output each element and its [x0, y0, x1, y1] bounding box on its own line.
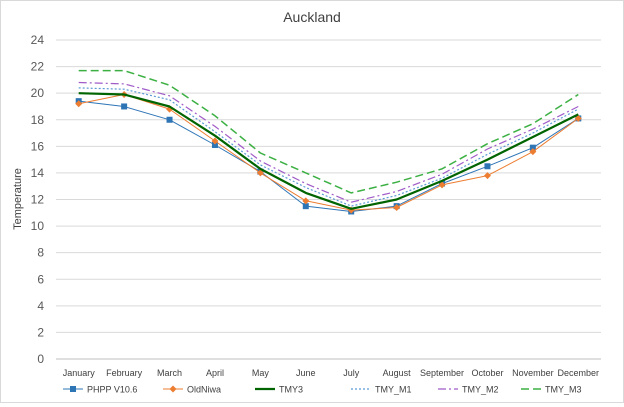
x-tick-label: August — [383, 368, 412, 378]
y-tick-label: 10 — [31, 219, 45, 233]
data-point — [574, 114, 582, 122]
legend: PHPP V10.6 OldNiwa TMY3 TMY_M1 TMY_M2 TMY_M3 — [63, 385, 582, 395]
data-point — [302, 203, 309, 210]
y-tick-label: 22 — [31, 60, 45, 74]
legend-marker — [169, 385, 177, 393]
y-tick-label: 6 — [37, 272, 44, 286]
series-tmy-m3 — [78, 69, 579, 194]
data-point — [166, 116, 173, 123]
series-line-tmy-m2 — [78, 81, 579, 203]
data-point — [302, 197, 310, 205]
data-point — [121, 103, 128, 110]
series-phpp-v10-6 — [75, 98, 582, 215]
x-tick-label: July — [343, 368, 360, 378]
legend-label: OldNiwa — [187, 385, 221, 395]
data-point — [256, 169, 264, 177]
series-tmy3 — [78, 92, 579, 210]
data-point — [529, 144, 536, 151]
legend-label: TMY_M1 — [375, 385, 412, 395]
legend-item: OldNiwa — [163, 385, 221, 395]
x-tick-label: June — [296, 368, 316, 378]
series-line-phpp-v10-6 — [78, 100, 579, 212]
x-tick-label: March — [157, 368, 182, 378]
series-oldniwa — [75, 90, 582, 214]
x-tick-label: October — [471, 368, 503, 378]
y-tick-label: 14 — [31, 166, 45, 180]
series-line-tmy3 — [78, 92, 579, 210]
y-tick-label: 12 — [31, 193, 45, 207]
y-tick-label: 0 — [37, 352, 44, 366]
legend-label: TMY_M3 — [545, 385, 582, 395]
series-layer — [75, 69, 582, 215]
x-tick-label: April — [206, 368, 224, 378]
legend-item: TMY3 — [255, 385, 303, 395]
data-point — [211, 142, 218, 149]
data-point — [393, 203, 401, 211]
y-tick-label: 24 — [31, 33, 45, 47]
legend-marker — [70, 386, 76, 392]
series-line-oldniwa — [78, 94, 579, 211]
y-tick-label: 2 — [37, 325, 44, 339]
data-point — [438, 181, 446, 189]
y-tick-label: 18 — [31, 113, 45, 127]
legend-item: TMY_M1 — [351, 385, 412, 395]
y-tick-label: 8 — [37, 246, 44, 260]
legend-item: TMY_M3 — [521, 385, 582, 395]
data-point — [484, 163, 491, 170]
series-line-tmy-m1 — [78, 87, 579, 207]
legend-item: PHPP V10.6 — [63, 385, 137, 395]
gridlines — [56, 39, 601, 360]
data-point — [483, 172, 491, 180]
series-line-tmy-m3 — [78, 69, 579, 194]
legend-item: TMY_M2 — [438, 385, 499, 395]
legend-label: TMY_M2 — [462, 385, 499, 395]
series-tmy-m2 — [78, 81, 579, 203]
x-tick-label: January — [63, 368, 96, 378]
x-tick-labels: January February March April May June July Augu… — [63, 368, 599, 378]
x-tick-label: December — [558, 368, 600, 378]
x-tick-label: November — [512, 368, 554, 378]
legend-label: TMY3 — [279, 385, 303, 395]
y-axis-label: Temperature — [12, 168, 24, 230]
chart-title: Auckland — [283, 9, 341, 25]
data-point — [529, 148, 537, 156]
series-tmy-m1 — [78, 87, 579, 207]
data-point — [75, 100, 83, 108]
y-tick-label: 4 — [37, 299, 44, 313]
x-tick-label: May — [252, 368, 270, 378]
legend-label: PHPP V10.6 — [87, 385, 137, 395]
data-point — [211, 137, 219, 145]
x-tick-label: February — [106, 368, 143, 378]
y-tick-label: 20 — [31, 86, 45, 100]
x-tick-label: September — [420, 368, 464, 378]
y-tick-label: 16 — [31, 139, 45, 153]
